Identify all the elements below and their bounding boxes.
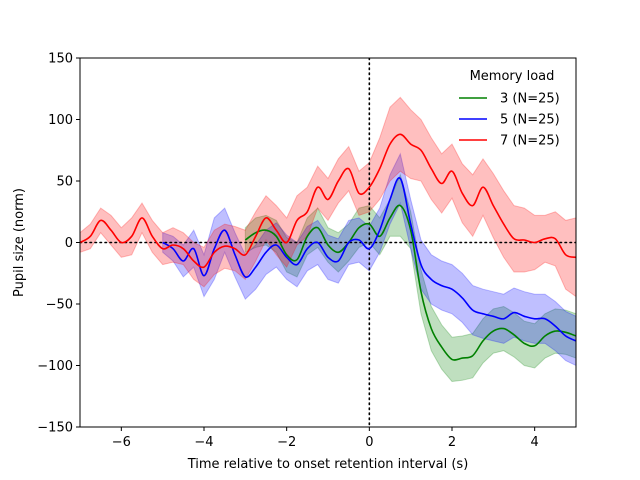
- y-tick-label: 100: [48, 113, 73, 128]
- band-series-2: [80, 96, 576, 298]
- y-tick-label: 0: [65, 236, 73, 251]
- legend: Memory load 3 (N=25) 5 (N=25) 7 (N=25): [459, 69, 560, 149]
- band-series-0: [244, 173, 576, 383]
- series-lines: [80, 133, 576, 361]
- y-tick-label: −50: [46, 298, 73, 313]
- x-tick-label: 0: [365, 435, 373, 450]
- x-tick-label: 4: [531, 435, 539, 450]
- legend-label: 7 (N=25): [500, 134, 560, 149]
- y-tick-label: −150: [37, 421, 73, 436]
- y-tick-label: 50: [56, 175, 73, 190]
- legend-label: 3 (N=25): [500, 92, 560, 107]
- y-tick-label: −100: [37, 359, 73, 374]
- legend-title: Memory load: [470, 69, 555, 84]
- y-axis-ticks: −150 −100 −50 0 50 100 150: [37, 52, 80, 436]
- x-axis-label: Time relative to onset retention interva…: [187, 457, 469, 472]
- x-tick-label: 2: [448, 435, 456, 450]
- line-series-0: [244, 204, 576, 361]
- x-tick-label: −2: [277, 435, 296, 450]
- y-axis-label: Pupil size (norm): [12, 188, 27, 297]
- line-series-2: [80, 133, 576, 269]
- reference-lines: [80, 58, 576, 427]
- line-series-1: [162, 177, 576, 342]
- x-tick-label: −4: [194, 435, 213, 450]
- y-tick-label: 150: [48, 52, 73, 67]
- legend-label: 5 (N=25): [500, 113, 560, 128]
- x-axis-ticks: −6 −4 −2 0 2 4: [112, 427, 539, 450]
- x-tick-label: −6: [112, 435, 131, 450]
